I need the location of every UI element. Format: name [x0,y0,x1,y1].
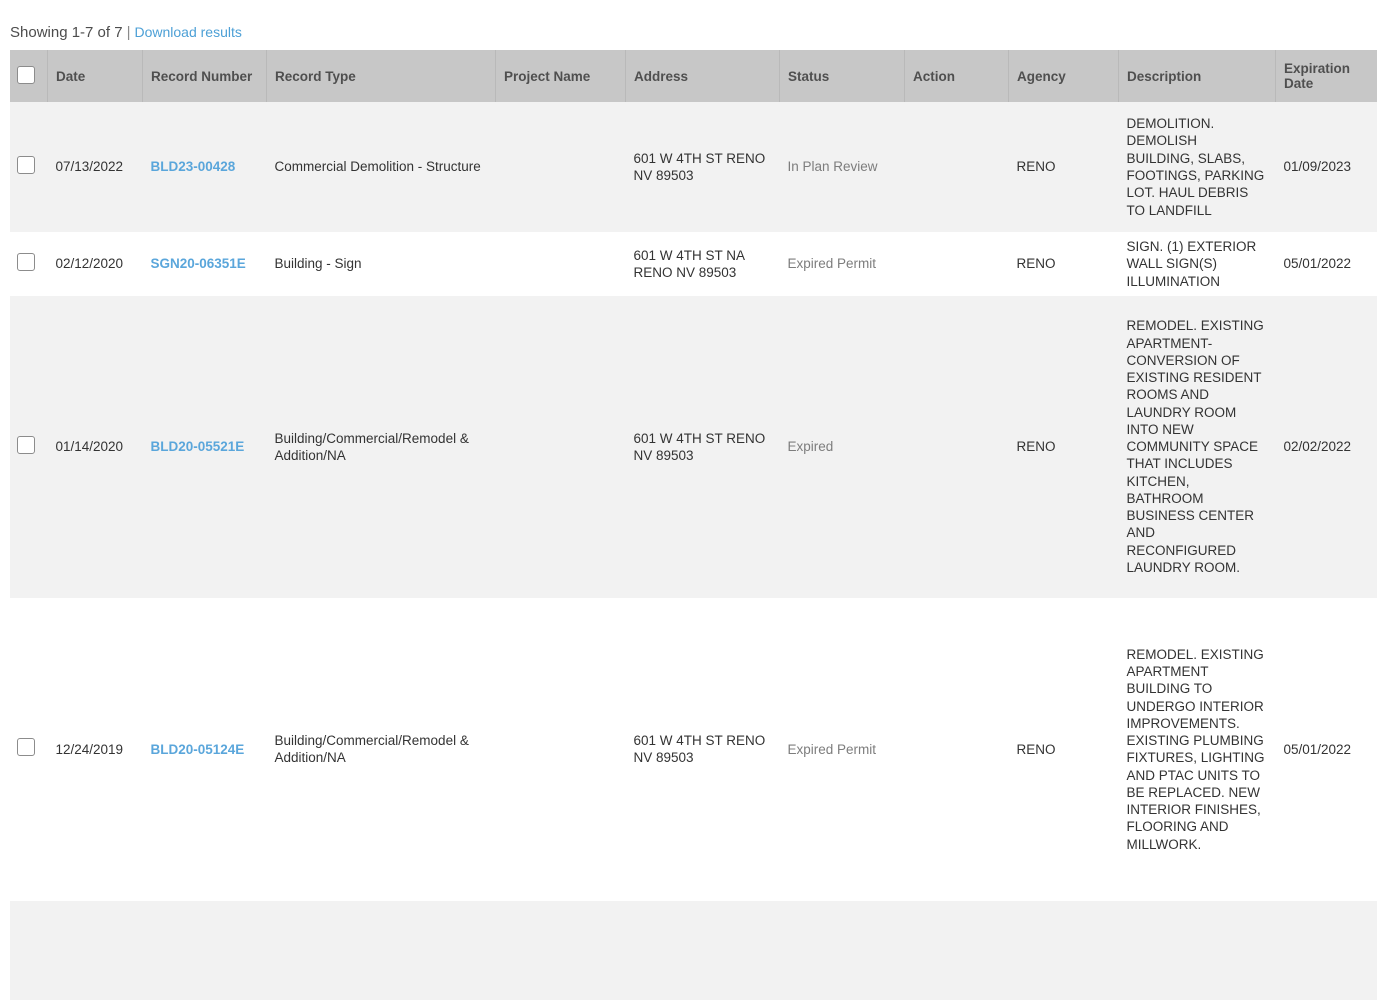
cell-agency: RENO [1016,256,1056,272]
record-number-link[interactable]: BLD20-05521E [150,439,245,455]
cell-record-type: Commercial Demolition - Structure [274,159,481,175]
header-agency[interactable]: Agency [1008,50,1119,102]
cell-expiration-date: 02/02/2022 [1283,439,1352,455]
cell-agency: RENO [1016,741,1056,757]
record-number-link[interactable]: BLD23-00428 [150,159,236,175]
cell-date: 07/13/2022 [55,159,124,175]
cell-address: 601 W 4TH ST RENO NV 89503 [626,901,780,1000]
download-results-link[interactable]: Download results [134,24,242,40]
header-record-type[interactable]: Record Type [266,50,496,102]
header-address[interactable]: Address [625,50,780,102]
row-checkbox[interactable] [17,252,35,271]
cell-action [905,232,1009,296]
results-bar-separator: | [126,24,131,41]
record-number-link[interactable]: SGN20-06351E [150,256,246,272]
select-all-checkbox[interactable] [17,65,35,84]
cell-expiration-date: 05/01/2022 [1283,741,1352,757]
cell-expiration-date: 05/01/2022 [1283,256,1352,272]
cell-date: 01/14/2020 [55,439,124,455]
cell-status: Expired Permit [787,741,877,757]
header-row: Date Record Number Record Type Project N… [10,50,1377,102]
table-row: 02/12/2020 SGN20-06351E Building - Sign … [10,232,1377,296]
cell-record-type: Building - Sign [274,256,362,272]
cell-project-name [496,102,626,232]
cell-expiration-date [1276,901,1377,1000]
cell-agency: RENO [1016,159,1056,175]
cell-action [905,598,1009,901]
cell-expiration-date: 01/09/2023 [1283,159,1352,175]
cell-record-type: Building/Commercial/Remodel & Addition/N… [274,733,469,766]
cell-project-name [496,901,626,1000]
cell-description: REMODEL. EXISTING APARTMENT-CONVERSION O… [1126,318,1264,576]
results-count: Showing 1-7 of 7 [10,24,123,41]
cell-project-name [496,296,626,598]
cell-record-number: SGN20-06351E [143,232,267,296]
row-checkbox-cell [10,598,48,901]
row-checkbox-cell [10,296,48,598]
cell-status: In Plan Review [787,159,878,175]
row-checkbox-cell [10,901,48,1000]
cell-record-type: Building/Commercial/Grading [267,901,496,1000]
cell-address: 601 W 4TH ST RENO NV 89503 [633,150,766,183]
cell-record-number: BLD20-05124E [143,598,267,901]
cell-description: DEMOLITION. DEMOLISH BUILDING, SLABS, FO… [1126,116,1265,218]
cell-project-name [496,232,626,296]
cell-description: SIGN. (1) EXTERIOR WALL SIGN(S) ILLUMINA… [1126,239,1257,289]
cell-record-number: BLD20-05521E [143,296,267,598]
header-description[interactable]: Description [1118,50,1276,102]
record-number-link[interactable]: BLD20-05124E [150,741,245,757]
row-checkbox-cell [10,102,48,232]
cell-description: SITE IMPROVEMENTS. IMPROVE FACADE, NEW G… [1119,901,1276,1000]
table-row: 07/13/2022 BLD23-00428 Commercial Demoli… [10,102,1377,232]
cell-date: 02/12/2020 [55,256,124,272]
cell-description: REMODEL. EXISTING APARTMENT BUILDING TO … [1126,646,1265,852]
table-row: 11/20/2019 BLD20-04070 Building/Commerci… [10,900,1377,1000]
cell-status: Expired Permit [787,256,877,272]
cell-record-number: BLD23-00428 [143,102,267,232]
header-record-number[interactable]: Record Number [142,50,267,102]
header-checkbox-cell [10,50,48,102]
cell-record-number: BLD20-04070 [143,901,267,1000]
results-bar: Showing 1-7 of 7 | Download results [10,24,1377,41]
table-row: 01/14/2020 BLD20-05521E Building/Commerc… [10,295,1377,598]
cell-date: 11/20/2019 [48,901,143,1000]
cell-project-name [496,598,626,901]
row-checkbox[interactable] [17,155,35,174]
header-expiration-date[interactable]: Expiration Date [1275,50,1377,102]
cell-agency: RENO [1016,439,1056,455]
row-checkbox[interactable] [17,435,35,454]
header-project-name[interactable]: Project Name [495,50,626,102]
records-table: Date Record Number Record Type Project N… [10,50,1377,1000]
cell-date: 12/24/2019 [55,741,124,757]
header-action[interactable]: Action [904,50,1009,102]
cell-agency: RENO [1009,901,1119,1000]
cell-address: 601 W 4TH ST RENO NV 89503 [633,733,766,766]
cell-action [905,296,1009,598]
cell-status: Cancelled [780,901,905,1000]
header-date[interactable]: Date [47,50,143,102]
table-header: Date Record Number Record Type Project N… [10,50,1377,102]
row-checkbox[interactable] [17,738,35,757]
cell-action [905,102,1009,232]
cell-action [905,901,1009,1000]
cell-address: 601 W 4TH ST NA RENO NV 89503 [633,247,745,280]
table-row: 12/24/2019 BLD20-05124E Building/Commerc… [10,598,1377,901]
cell-address: 601 W 4TH ST RENO NV 89503 [633,430,766,463]
row-checkbox-cell [10,232,48,296]
header-status[interactable]: Status [779,50,905,102]
cell-record-type: Building/Commercial/Remodel & Addition/N… [274,430,469,463]
cell-status: Expired [787,439,834,455]
